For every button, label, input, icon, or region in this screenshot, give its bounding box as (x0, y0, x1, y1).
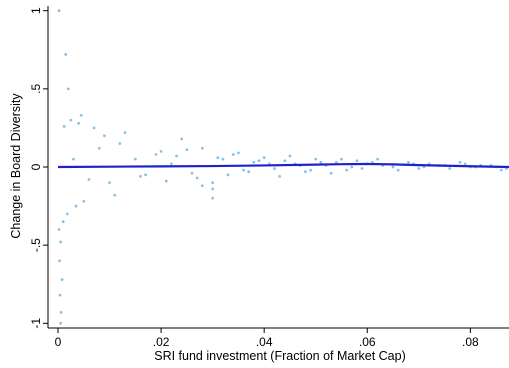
scatter-point (195, 176, 199, 180)
scatter-point (102, 134, 106, 138)
scatter-point (216, 156, 220, 160)
x-tick-label: 0 (55, 335, 62, 349)
scatter-point (139, 174, 142, 178)
scatter-point (200, 146, 204, 150)
x-axis-title: SRI fund investment (Fraction of Market … (154, 349, 405, 363)
scatter-point (180, 137, 184, 141)
scatter-point (252, 160, 256, 164)
x-tick-label: .08 (462, 335, 479, 349)
scatter-point (417, 167, 421, 170)
scatter-point (133, 157, 137, 161)
scatter-point (123, 131, 127, 135)
scatter-point (242, 168, 245, 172)
scatter-point (391, 165, 395, 169)
scatter-point (57, 9, 61, 13)
y-axis-ticks: -1 -.5 0 .5 1 (29, 7, 48, 329)
scatter-point (154, 153, 158, 156)
scatter-point (185, 148, 189, 152)
scatter-point (118, 142, 122, 145)
y-tick-label: 0 (29, 163, 43, 170)
x-tick-label: .04 (256, 335, 273, 349)
scatter-point (66, 87, 70, 91)
scatter-point (164, 179, 168, 183)
scatter-point (345, 168, 349, 172)
scatter-point (144, 173, 148, 177)
x-axis-ticks: 0 .02 .04 .06 .08 (55, 328, 479, 349)
scatter-point (59, 321, 62, 325)
y-axis-title: Change in Board Diversity (9, 93, 23, 239)
scatter-point (175, 154, 178, 158)
scatter-point (211, 196, 215, 200)
scatter-point (72, 157, 75, 161)
scatter-point (376, 157, 379, 161)
scatter-point (211, 187, 215, 191)
scatter-point (273, 167, 276, 170)
scatter-point (57, 228, 61, 231)
scatter-point (350, 165, 354, 169)
scatter-point (355, 159, 359, 163)
scatter-point (334, 160, 338, 164)
scatter-point (59, 240, 62, 244)
scatter-point (61, 220, 65, 224)
scatter-point (360, 167, 364, 170)
scatter-point (60, 278, 64, 281)
scatter-point (65, 212, 69, 216)
scatter-point (62, 124, 66, 128)
scatter-point (74, 204, 78, 208)
scatter-point (64, 53, 68, 56)
scatter-point (77, 121, 81, 125)
scatter-point (159, 149, 163, 153)
scatter-point (309, 168, 312, 172)
scatter-point (82, 199, 86, 203)
scatter-point (314, 157, 318, 161)
scatter-point (237, 151, 240, 155)
y-tick-label: -.5 (29, 238, 43, 252)
scatter-point (288, 154, 292, 158)
scatter-point (79, 114, 83, 117)
scatter-point (329, 171, 333, 175)
scatter-point (169, 162, 173, 166)
scatter-point (58, 293, 62, 297)
scatter-point (458, 160, 462, 164)
y-tick-label: .5 (29, 84, 43, 94)
scatter-point (108, 181, 111, 185)
scatter-point (113, 193, 117, 197)
scatter-point (283, 159, 287, 163)
scatter-point (87, 178, 91, 181)
scatter-point (200, 184, 204, 188)
scatter-point (319, 160, 323, 164)
scatter-point (221, 157, 225, 161)
scatter-point (92, 126, 96, 130)
scatter-point (247, 170, 251, 174)
scatter-point (262, 156, 266, 160)
fit-line-layer (57, 162, 509, 169)
scatter-point (340, 157, 343, 161)
scatter-point (407, 160, 410, 164)
scatter-point (190, 171, 194, 175)
scatter-point (396, 168, 400, 172)
scatter-point (304, 170, 307, 174)
fit-line (57, 162, 509, 169)
scatter-point (499, 168, 503, 172)
scatter-point (257, 159, 261, 163)
scatter-point (231, 153, 235, 156)
scatter-point (226, 173, 230, 177)
x-tick-label: .02 (153, 335, 170, 349)
scatter-point (211, 181, 215, 185)
scatter-point (69, 118, 73, 122)
scatter-point (59, 310, 63, 314)
scatter-point (278, 174, 282, 178)
scatter-point (448, 167, 452, 170)
x-tick-label: .06 (359, 335, 376, 349)
scatter-point (463, 162, 467, 166)
scatter-point (97, 146, 101, 150)
y-tick-label: 1 (29, 7, 43, 14)
scatter-point (58, 259, 61, 263)
y-tick-label: -1 (29, 318, 43, 329)
